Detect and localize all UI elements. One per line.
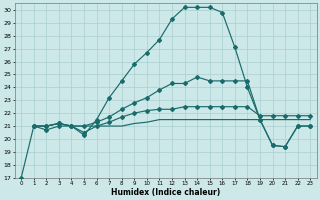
X-axis label: Humidex (Indice chaleur): Humidex (Indice chaleur) xyxy=(111,188,220,197)
